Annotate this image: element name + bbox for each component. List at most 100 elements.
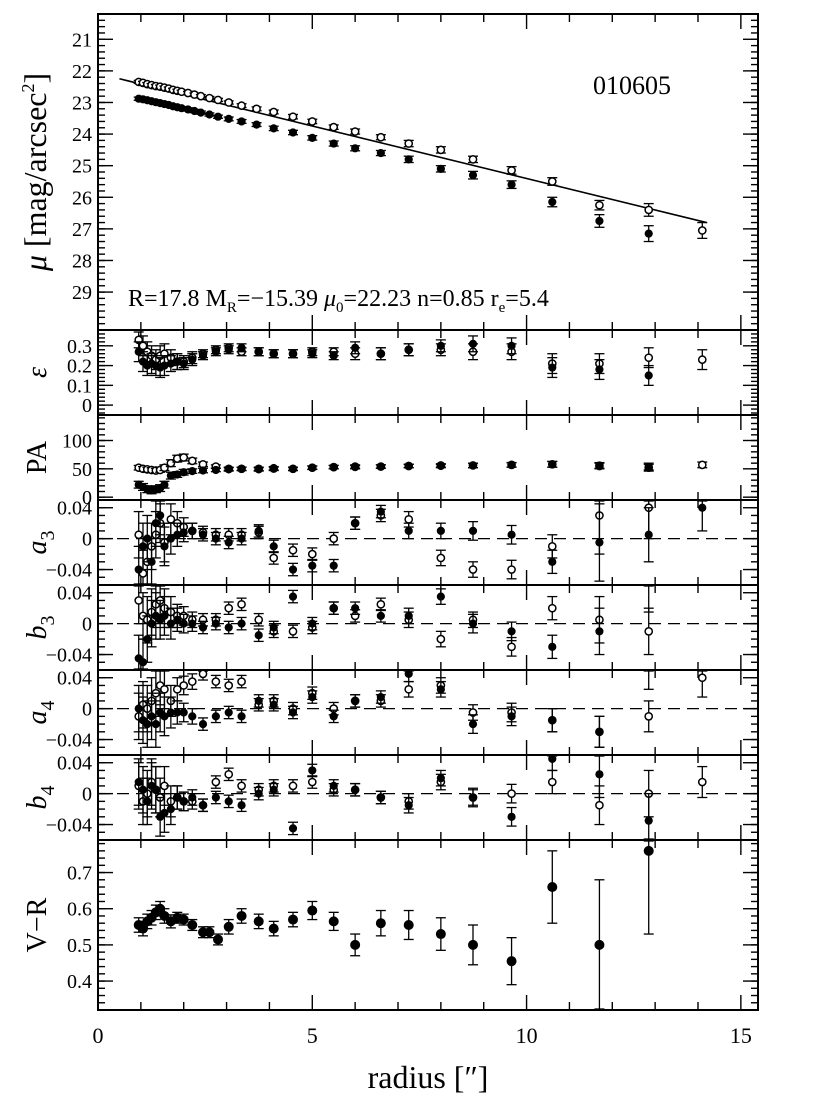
data-point xyxy=(594,879,605,1010)
marker xyxy=(547,603,557,613)
data-point xyxy=(643,347,654,369)
series-filled xyxy=(133,754,654,840)
marker xyxy=(269,700,278,709)
marker xyxy=(329,561,338,570)
data-point xyxy=(223,114,234,124)
y-axis-superscript: 2 xyxy=(18,84,38,93)
data-point xyxy=(468,335,478,353)
data-point xyxy=(435,461,446,471)
data-point xyxy=(594,755,605,799)
x-tick-label: 10 xyxy=(516,1023,538,1048)
data-point xyxy=(468,714,478,735)
data-point xyxy=(307,558,318,573)
marker xyxy=(507,812,516,821)
data-point xyxy=(288,128,298,137)
marker xyxy=(198,466,208,475)
y-axis-symbol: b xyxy=(22,796,53,810)
data-point xyxy=(251,104,262,114)
marker xyxy=(329,534,339,543)
marker xyxy=(211,777,221,787)
marker xyxy=(548,716,557,725)
marker xyxy=(187,920,198,930)
marker xyxy=(307,777,317,787)
fit-parameters: R=17.8 MR=−15.39 μ0=22.23 n=0.85 re=5.4 xyxy=(128,286,549,316)
data-point xyxy=(506,783,517,804)
y-tick-label: 22 xyxy=(72,61,92,83)
data-point xyxy=(375,790,386,805)
data-point xyxy=(547,754,558,772)
marker xyxy=(198,351,208,360)
data-point xyxy=(187,467,198,476)
marker xyxy=(351,463,360,472)
y-axis-symbol: ε xyxy=(22,367,53,378)
data-point xyxy=(150,700,161,748)
marker xyxy=(507,180,516,189)
marker xyxy=(329,781,338,791)
data-point xyxy=(435,588,446,605)
marker xyxy=(436,634,446,644)
marker xyxy=(644,712,654,721)
y-tick-label: 28 xyxy=(72,250,92,272)
data-point xyxy=(210,674,221,689)
data-point xyxy=(468,155,478,164)
marker xyxy=(237,101,246,110)
panel-b3: −0.04 0 0.04 b3 xyxy=(22,583,758,670)
data-point xyxy=(403,607,414,625)
data-point xyxy=(159,696,170,737)
y-tick-label: 0 xyxy=(82,699,92,721)
data-point xyxy=(697,500,708,532)
marker xyxy=(375,918,386,929)
data-point xyxy=(594,503,605,582)
data-point xyxy=(328,463,339,472)
data-point xyxy=(268,620,279,635)
marker xyxy=(468,719,478,729)
marker xyxy=(254,696,263,706)
data-point xyxy=(375,347,386,361)
marker xyxy=(211,712,220,721)
data-point xyxy=(223,98,234,107)
marker xyxy=(237,599,246,609)
data-point xyxy=(288,349,298,359)
marker xyxy=(547,177,557,186)
data-point xyxy=(435,522,446,540)
series-filled xyxy=(133,335,654,386)
x-tick-label: 0 xyxy=(93,1023,104,1048)
marker xyxy=(288,349,298,358)
data-point xyxy=(547,595,558,621)
marker xyxy=(468,339,478,348)
marker xyxy=(254,789,263,798)
marker xyxy=(224,538,233,547)
y-tick-label: 0 xyxy=(82,395,92,417)
data-point xyxy=(213,95,223,105)
marker xyxy=(548,557,557,566)
y-axis-subscript: 4 xyxy=(37,701,59,711)
marker xyxy=(254,526,263,536)
marker xyxy=(404,461,413,471)
marker xyxy=(436,685,445,694)
data-point xyxy=(210,616,221,631)
figure-frame xyxy=(97,13,759,1011)
data-point xyxy=(210,709,221,724)
marker xyxy=(156,511,165,520)
marker xyxy=(147,619,156,628)
data-point xyxy=(268,539,279,554)
marker xyxy=(308,133,317,142)
marker xyxy=(224,114,233,124)
marker xyxy=(507,530,516,539)
data-point xyxy=(142,777,153,826)
data-point xyxy=(643,700,654,733)
data-point xyxy=(159,526,170,567)
y-tick-label: 0.5 xyxy=(67,935,92,957)
y-tick-label: 100 xyxy=(62,431,92,453)
marker xyxy=(436,145,446,155)
galaxy-id-label: 010605 xyxy=(593,71,671,100)
data-point xyxy=(375,597,386,612)
marker xyxy=(307,117,317,126)
marker xyxy=(166,619,175,628)
marker xyxy=(594,939,605,950)
marker xyxy=(160,712,169,721)
data-point xyxy=(435,549,446,567)
y-axis-label: μ [mag/arcsec2] xyxy=(17,73,53,272)
marker xyxy=(254,465,263,474)
